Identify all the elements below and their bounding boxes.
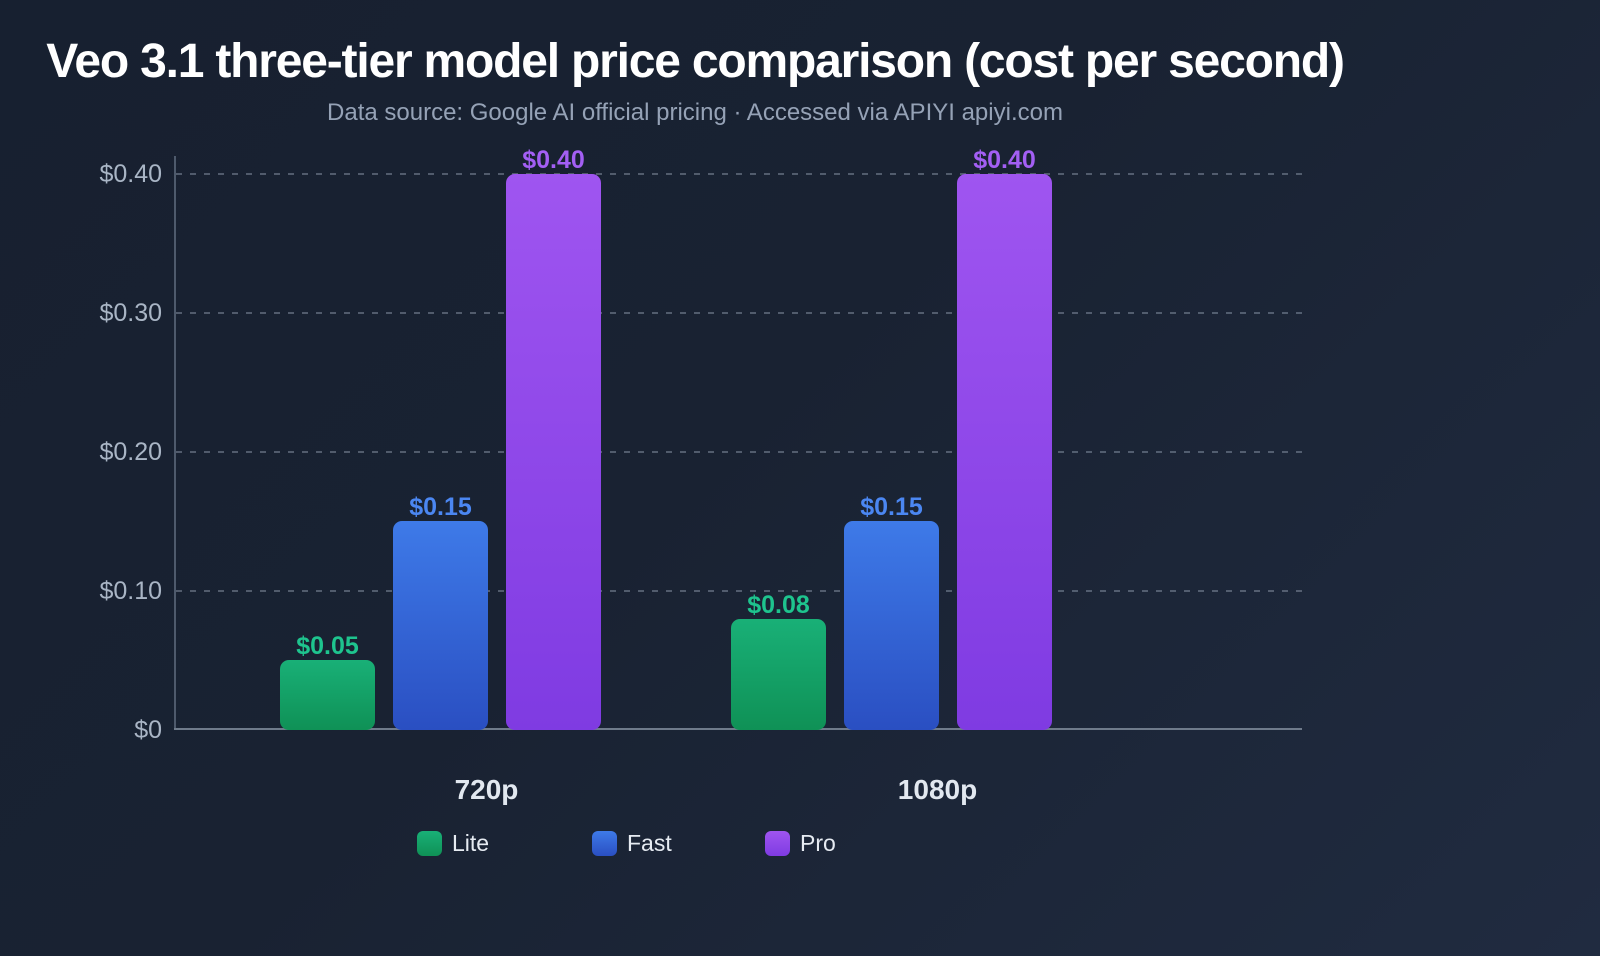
bar-value-label-720p-pro: $0.40: [522, 146, 585, 174]
legend-swatch-fast: [592, 831, 617, 856]
x-axis-category-label-720p: 720p: [454, 774, 519, 805]
chart-title: Veo 3.1 three-tier model price compariso…: [46, 35, 1345, 88]
legend-label-lite: Lite: [452, 830, 490, 856]
bar-1080p-lite[interactable]: [731, 619, 826, 730]
y-axis-tick-label: $0.30: [99, 299, 162, 327]
x-axis-category-label-1080p: 1080p: [897, 774, 978, 805]
gridline-0.30: [176, 312, 1302, 314]
bar-value-label-720p-fast: $0.15: [409, 493, 472, 521]
bar-720p-lite[interactable]: [280, 660, 375, 730]
y-axis-tick-label: $0.40: [99, 160, 162, 188]
bar-value-label-1080p-lite: $0.08: [747, 591, 810, 619]
y-axis-tick-label: $0.10: [99, 577, 162, 605]
bar-1080p-fast[interactable]: [844, 521, 939, 730]
legend-label-pro: Pro: [800, 830, 836, 856]
y-axis-tick-label: $0: [134, 716, 162, 744]
bar-720p-pro[interactable]: [506, 174, 601, 730]
y-axis-tick-label: $0.20: [99, 438, 162, 466]
gridline-0.10: [176, 590, 1302, 592]
y-axis-line: [174, 156, 176, 730]
legend-swatch-lite: [417, 831, 442, 856]
gridline-0.20: [176, 451, 1302, 453]
bar-value-label-1080p-pro: $0.40: [973, 146, 1036, 174]
gridline-0.40: [176, 173, 1302, 175]
legend-label-fast: Fast: [627, 830, 672, 856]
bar-1080p-pro[interactable]: [957, 174, 1052, 730]
chart-subtitle: Data source: Google AI official pricing …: [327, 99, 1063, 126]
legend-swatch-pro: [765, 831, 790, 856]
bar-720p-fast[interactable]: [393, 521, 488, 730]
bar-value-label-1080p-fast: $0.15: [860, 493, 923, 521]
bar-value-label-720p-lite: $0.05: [296, 632, 359, 660]
